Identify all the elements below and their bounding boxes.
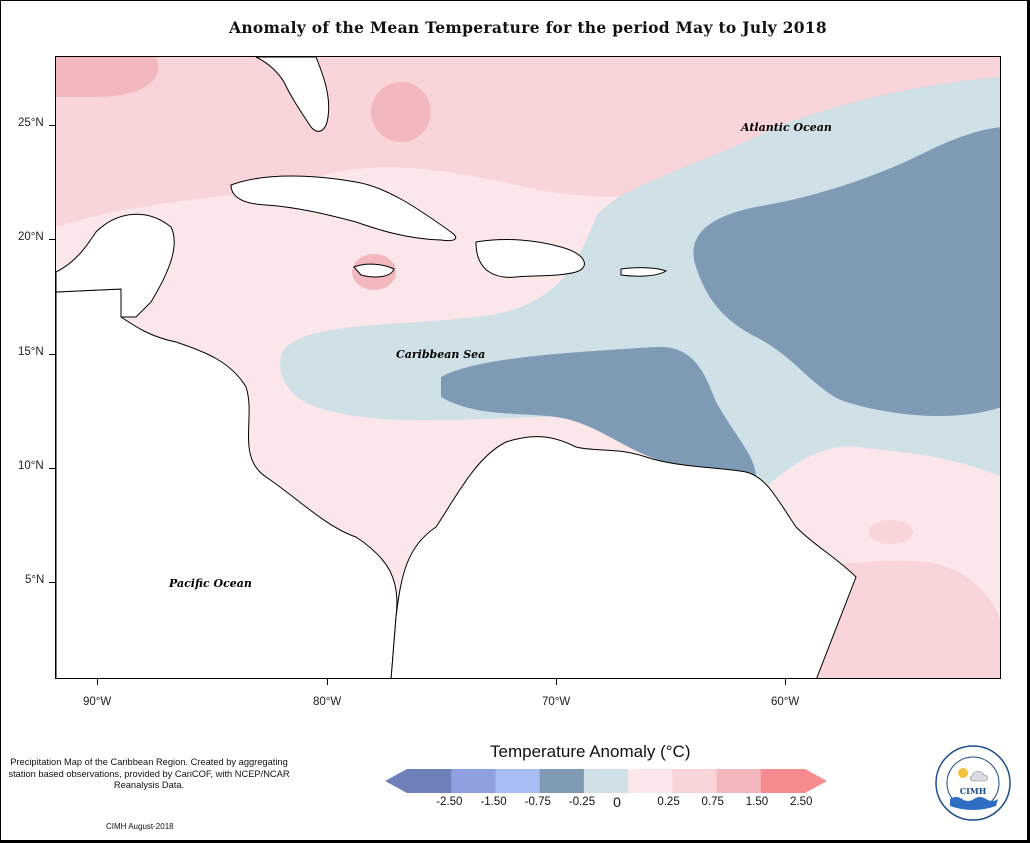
legend-label: 0 bbox=[613, 794, 621, 810]
legend-swatch bbox=[672, 769, 718, 793]
y-tick-label: 5°N bbox=[25, 574, 45, 586]
x-tick-label: 60°W bbox=[771, 696, 800, 708]
legend-swatch bbox=[495, 769, 541, 793]
legend-arrow-left bbox=[385, 769, 407, 793]
label-caribbean-sea: Caribbean Sea bbox=[396, 348, 485, 361]
map-title: Anomaly of the Mean Temperature for the … bbox=[229, 18, 827, 37]
cimh-logo: CIMH bbox=[935, 745, 1011, 821]
legend-swatch bbox=[539, 769, 585, 793]
anomaly-positive-northwest bbox=[56, 57, 159, 97]
x-tick-label: 90°W bbox=[83, 696, 112, 708]
y-tick-label: 10°N bbox=[18, 460, 44, 472]
legend-label: 2.50 bbox=[790, 796, 813, 808]
x-tick-mark bbox=[97, 679, 98, 685]
legend-label: -0.75 bbox=[524, 796, 551, 808]
legend-label: -2.50 bbox=[436, 796, 463, 808]
y-tick-mark bbox=[49, 582, 55, 583]
cloud-icon bbox=[969, 771, 989, 782]
label-atlantic-ocean: Atlantic Ocean bbox=[740, 121, 832, 134]
credit-text: CIMH August-2018 bbox=[106, 822, 174, 831]
anomaly-positive-east bbox=[869, 520, 913, 544]
x-tick-label: 80°W bbox=[313, 696, 342, 708]
anomaly-strong-negative-atlantic bbox=[693, 127, 1000, 417]
legend-swatch bbox=[628, 769, 673, 793]
y-tick-mark bbox=[49, 468, 55, 469]
legend-label: 0.25 bbox=[657, 796, 680, 808]
anomaly-strong-negative-caribbean bbox=[441, 346, 756, 482]
legend-label: 1.50 bbox=[745, 796, 769, 808]
waves-icon bbox=[950, 797, 998, 810]
y-tick-label: 25°N bbox=[18, 117, 44, 129]
land-masses bbox=[56, 57, 857, 678]
y-tick-label: 15°N bbox=[18, 346, 44, 358]
x-tick-label: 70°W bbox=[542, 696, 571, 708]
y-tick-mark bbox=[49, 125, 55, 126]
legend-color-bar bbox=[385, 769, 827, 793]
legend-label: -0.25 bbox=[568, 796, 596, 808]
anomaly-map: Atlantic Ocean Caribbean Sea Pacific Oce… bbox=[55, 56, 1001, 679]
y-tick-label: 20°N bbox=[18, 231, 44, 243]
legend-label: 0.75 bbox=[701, 796, 724, 808]
x-tick-mark bbox=[556, 679, 557, 685]
anomaly-positive-north bbox=[56, 57, 1000, 227]
legend-swatch bbox=[583, 769, 629, 793]
legend-swatch bbox=[407, 769, 452, 793]
legend-title: Temperature Anomaly (°C) bbox=[490, 742, 691, 761]
x-tick-mark bbox=[327, 679, 328, 685]
y-tick-mark bbox=[49, 239, 55, 240]
x-tick-mark bbox=[785, 679, 786, 685]
footer-note: Precipitation Map of the Caribbean Regio… bbox=[8, 757, 290, 790]
legend-swatch bbox=[716, 769, 762, 793]
logo-name: CIMH bbox=[960, 786, 987, 796]
sun-icon bbox=[958, 768, 968, 778]
y-tick-mark bbox=[49, 354, 55, 355]
legend-label: -1.50 bbox=[480, 796, 507, 808]
label-pacific-ocean: Pacific Ocean bbox=[168, 577, 252, 590]
anomaly-positive-bahamas bbox=[371, 82, 431, 142]
legend-swatch bbox=[451, 769, 496, 793]
legend-arrow-right bbox=[805, 769, 827, 793]
legend-swatch bbox=[760, 769, 806, 793]
